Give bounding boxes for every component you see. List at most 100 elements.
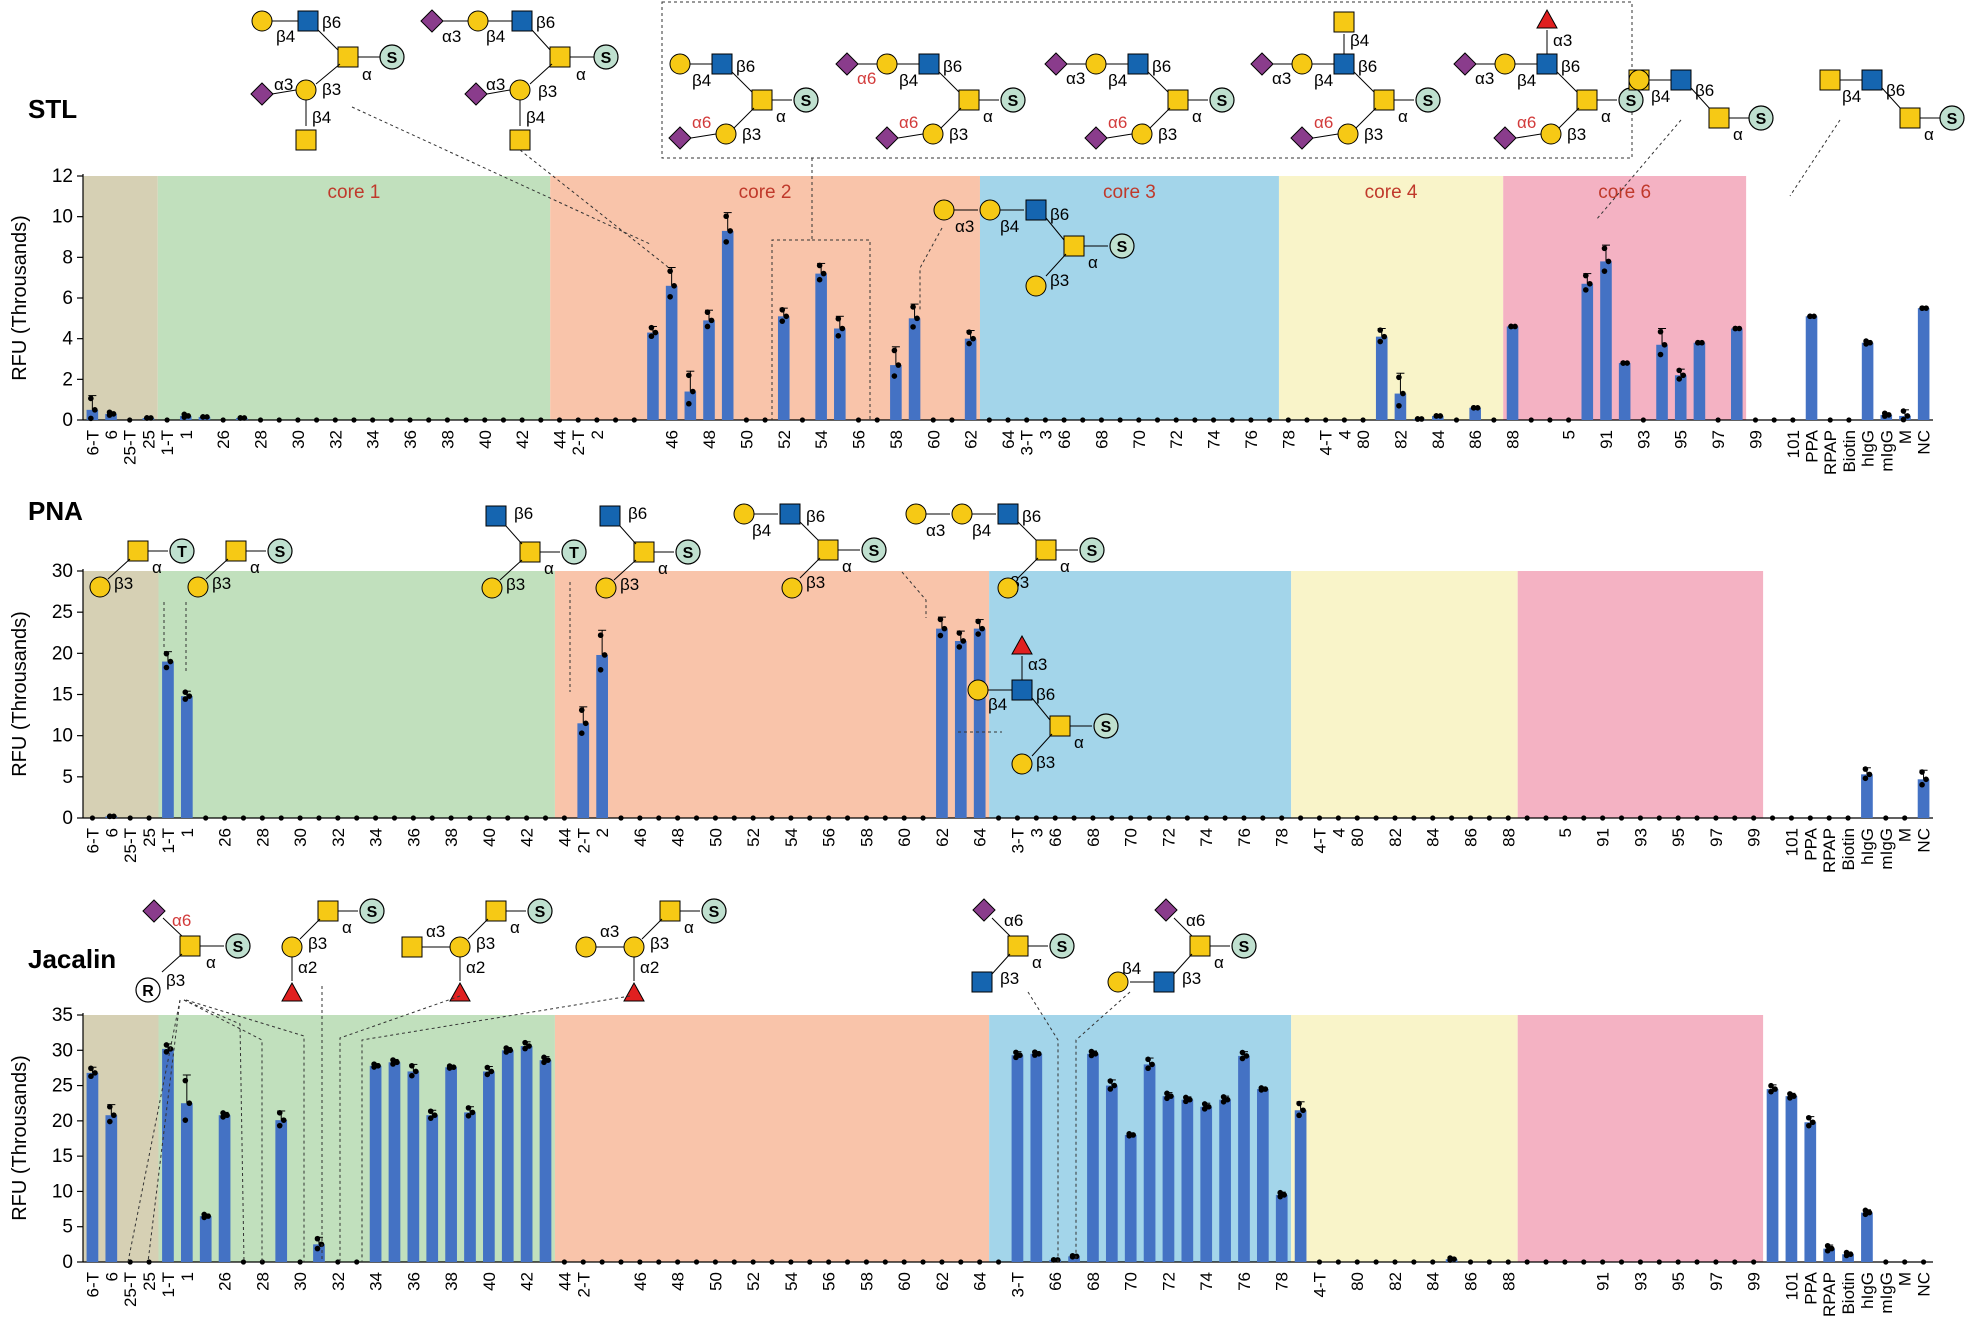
aglycone-S xyxy=(1000,87,1026,113)
leader-line xyxy=(901,571,927,618)
data-point xyxy=(1862,766,1869,772)
data-point xyxy=(1486,815,1492,821)
bar xyxy=(1238,1055,1250,1262)
glycosidic-bond xyxy=(315,63,341,85)
bar xyxy=(777,316,790,420)
data-point xyxy=(204,414,210,420)
data-point xyxy=(637,1259,643,1265)
x-tick-label: 88 xyxy=(1504,430,1523,449)
y-tick-label: 10 xyxy=(52,726,73,747)
x-tick-label: 26 xyxy=(216,828,235,847)
data-point xyxy=(731,1259,737,1265)
data-point xyxy=(1296,1112,1302,1119)
chart-panel-jacalin: 0 5 10 15 20 25 30 35 RFU (Throusands) Jacalin 6-T… xyxy=(9,944,1934,1317)
y-tick-label: 35 xyxy=(52,1005,73,1026)
linkage-label: β6 xyxy=(1358,57,1377,76)
data-point xyxy=(1149,1061,1155,1068)
data-point xyxy=(1229,417,1235,423)
linkage-label: β6 xyxy=(736,57,755,76)
bar xyxy=(1375,336,1388,420)
bar xyxy=(520,1046,533,1262)
linkage-label: α6 xyxy=(1186,911,1205,930)
data-point xyxy=(1581,815,1587,821)
aglycone-label: S xyxy=(1057,939,1068,956)
y-tick-label: 30 xyxy=(52,1040,73,1061)
linkage-label: β6 xyxy=(514,504,533,523)
aglycone-label: S xyxy=(1117,239,1128,256)
x-tick-label: 70 xyxy=(1122,828,1141,847)
neu5ac-diamond xyxy=(420,9,444,33)
data-point xyxy=(1392,1259,1398,1265)
data-point xyxy=(1377,327,1384,333)
data-point xyxy=(221,815,228,821)
data-point xyxy=(1354,1259,1360,1265)
aglycone-S xyxy=(593,44,619,70)
aglycone-S xyxy=(1049,933,1075,959)
x-tick-label: 97 xyxy=(1709,430,1728,449)
data-point xyxy=(88,415,94,422)
data-point xyxy=(332,417,338,423)
aglycone-T xyxy=(169,538,195,564)
glycosidic-bond xyxy=(1881,87,1903,111)
x-tick-label: 76 xyxy=(1235,1272,1254,1291)
x-tick-label: 32 xyxy=(326,430,345,449)
data-point xyxy=(1239,1055,1246,1062)
x-tick-label: 28 xyxy=(253,1272,272,1291)
x-tick-label: 78 xyxy=(1273,828,1292,847)
data-point xyxy=(431,1112,438,1119)
y-tick-label: 10 xyxy=(52,1181,73,1202)
data-point xyxy=(240,1259,247,1265)
data-point xyxy=(1788,815,1795,821)
region-band xyxy=(989,571,1292,818)
x-tick-label: PPA xyxy=(1801,827,1820,860)
data-point xyxy=(107,1118,113,1125)
x-tick-label: 56 xyxy=(850,430,869,449)
data-point xyxy=(1771,417,1777,423)
data-point xyxy=(1433,413,1440,419)
aglycone-S xyxy=(1209,87,1235,113)
x-tick-label: 5 xyxy=(1556,828,1575,837)
glycosidic-bond xyxy=(271,89,297,95)
bar xyxy=(1861,1212,1873,1262)
x-tick-label: 84 xyxy=(1429,430,1448,449)
x-tick-label: hIgG xyxy=(1858,1272,1877,1309)
x-tick-label: 46 xyxy=(663,430,682,449)
glycosidic-bond xyxy=(1515,133,1542,139)
bar xyxy=(180,696,193,818)
data-point xyxy=(1437,413,1444,419)
data-point xyxy=(743,417,749,423)
panel-title: Jacalin xyxy=(28,944,116,974)
panel-title: STL xyxy=(28,94,77,124)
glycosidic-bond xyxy=(940,107,962,129)
data-point xyxy=(901,1259,907,1265)
x-tick-label: 38 xyxy=(442,1272,461,1291)
x-tick-label: 78 xyxy=(1279,430,1298,449)
linkage-label: α xyxy=(1088,253,1098,272)
bar xyxy=(1656,344,1668,420)
data-point xyxy=(599,1259,605,1265)
data-point xyxy=(1900,416,1907,423)
data-point xyxy=(297,815,303,821)
x-tick-label: 86 xyxy=(1462,1272,1481,1291)
glycosidic-bond xyxy=(161,953,183,973)
data-point xyxy=(1486,1259,1492,1265)
x-tick-label: 6 xyxy=(102,828,121,837)
group-box xyxy=(661,1,1633,159)
data-point xyxy=(1923,305,1929,311)
data-point xyxy=(541,1059,547,1066)
bar xyxy=(1861,342,1874,420)
bar xyxy=(964,338,977,420)
bar xyxy=(1917,779,1930,818)
data-point xyxy=(1676,376,1683,382)
data-point xyxy=(1807,815,1813,821)
data-point xyxy=(107,1103,113,1110)
data-point xyxy=(783,313,790,320)
linkage-label: β4 xyxy=(312,108,331,127)
linkage-label: α xyxy=(544,559,554,578)
bar xyxy=(539,1060,552,1262)
data-point xyxy=(1562,815,1568,821)
data-point xyxy=(995,1259,1002,1265)
